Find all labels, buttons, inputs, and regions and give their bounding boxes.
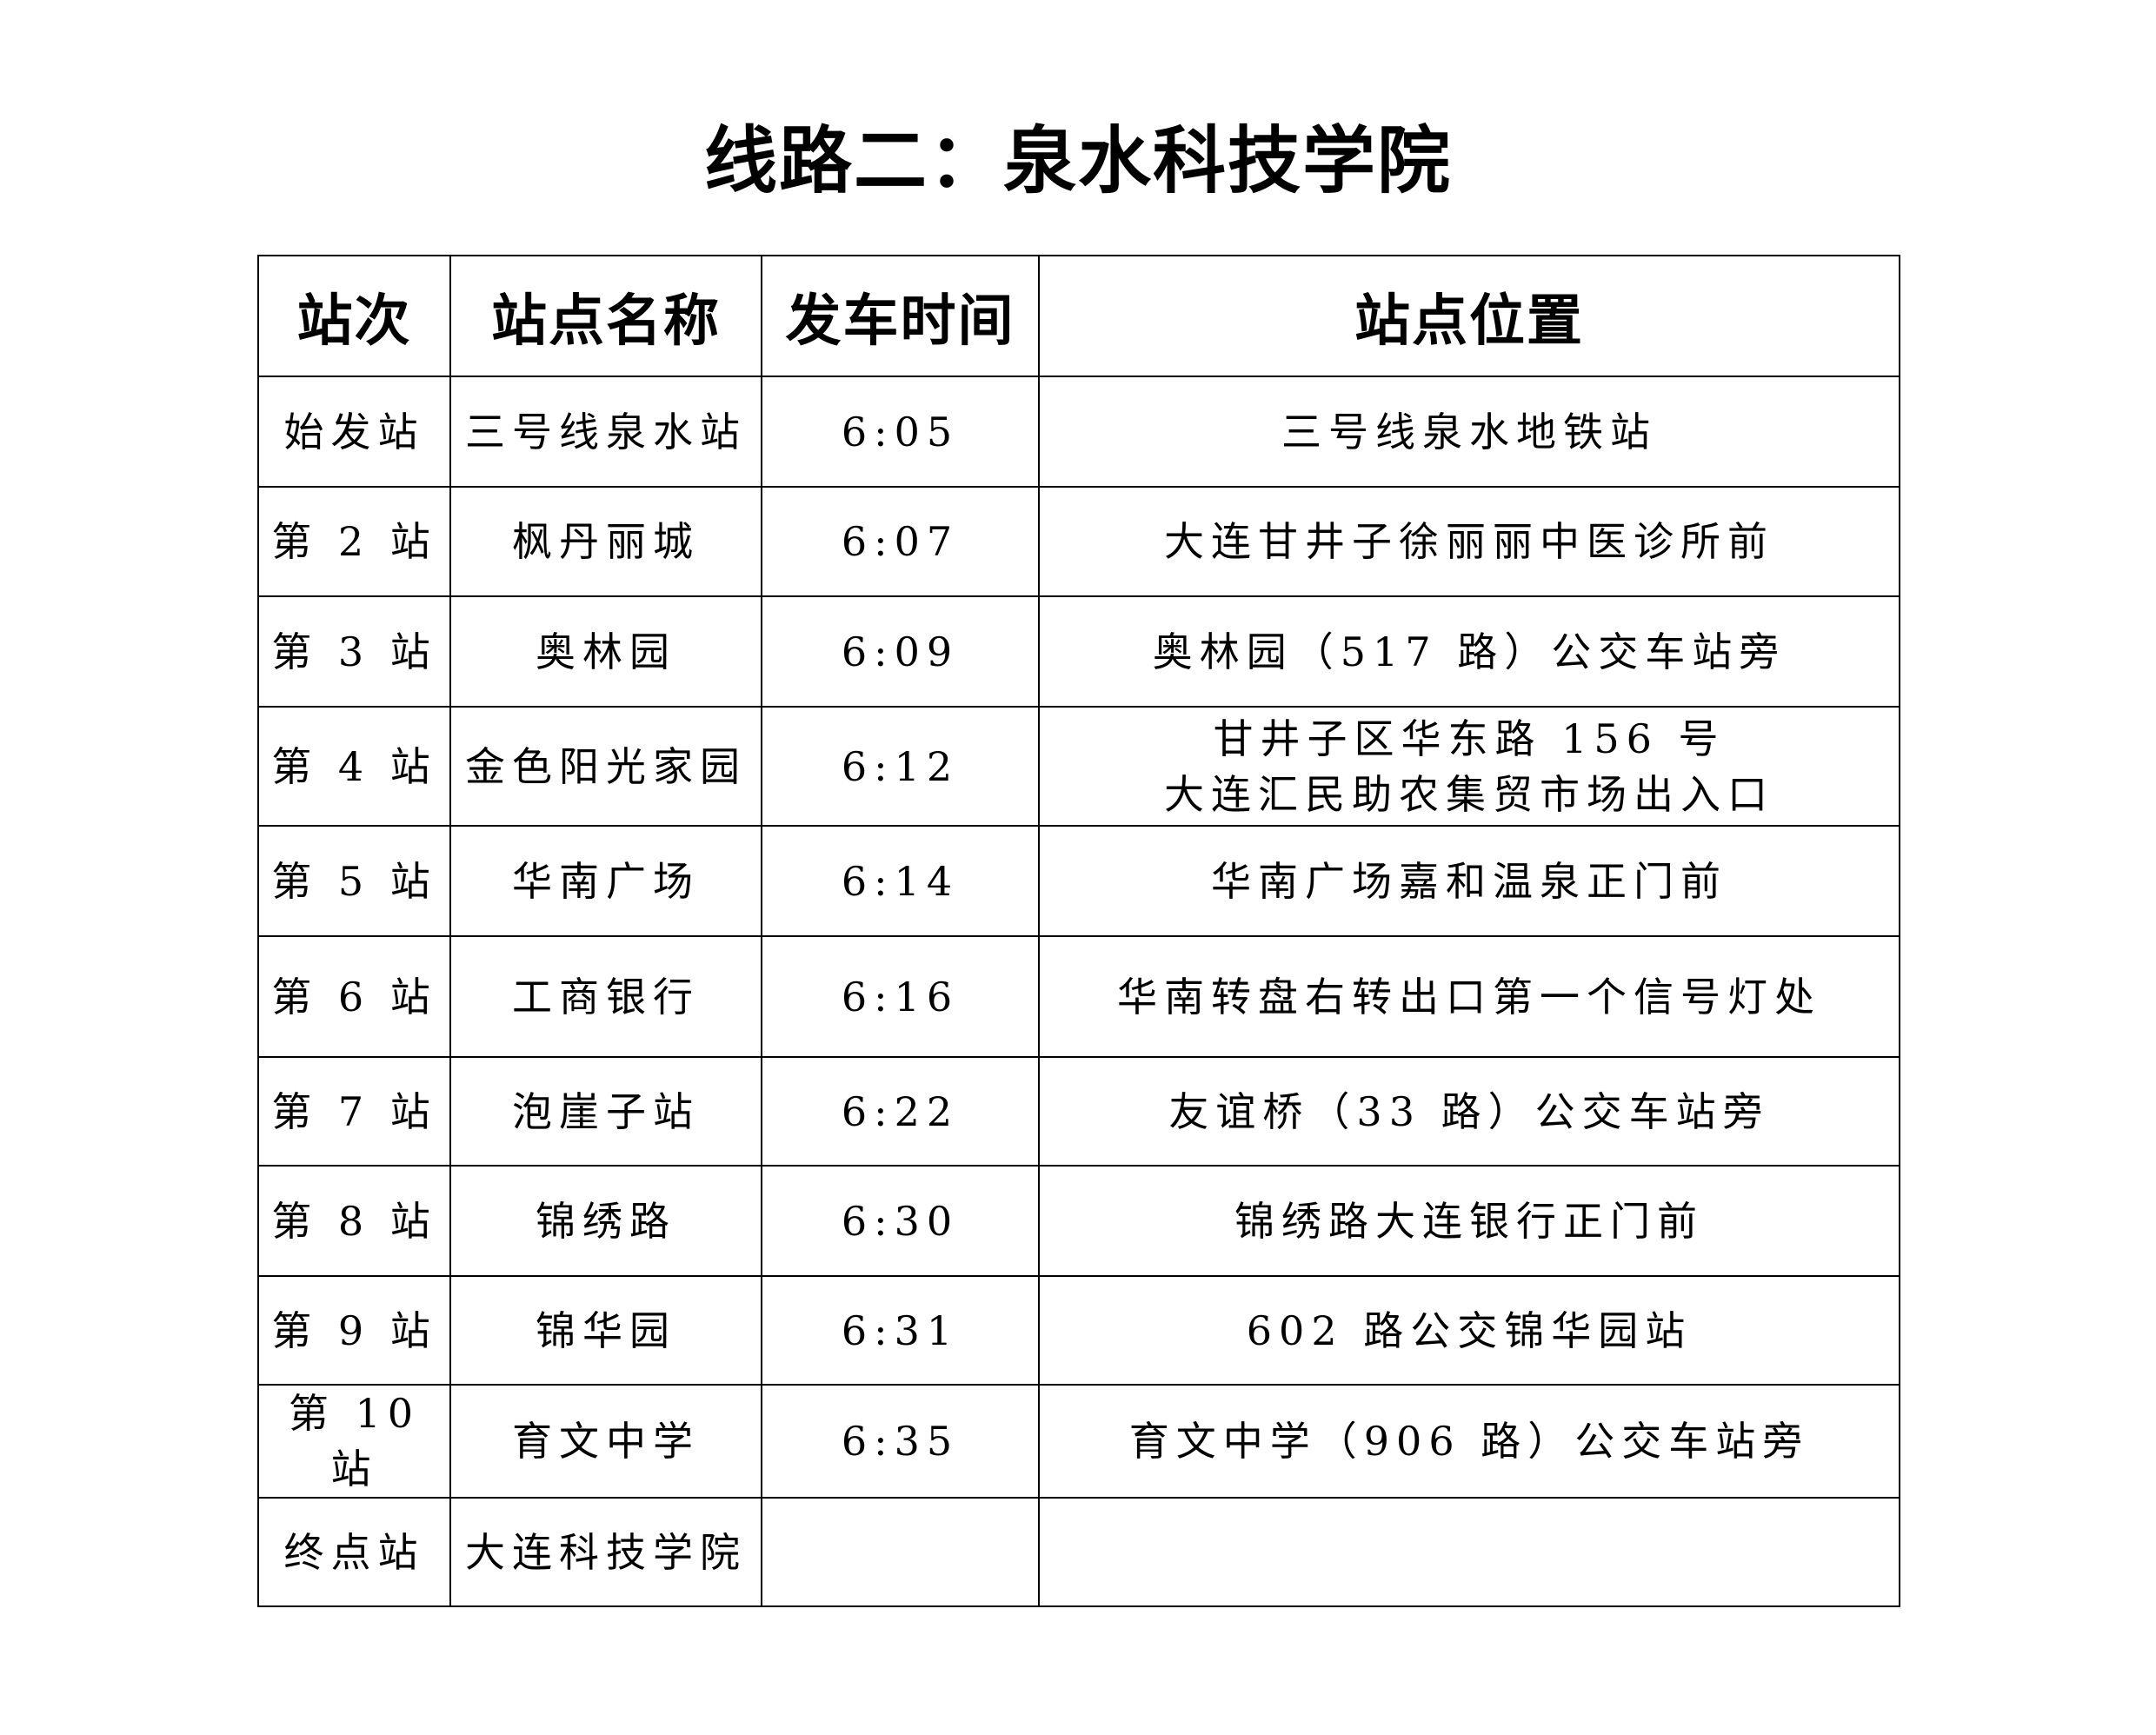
location-line: 大连甘井子徐丽丽中医诊所前 [1164,518,1774,565]
cell-location: 锦绣路大连银行正门前 [1038,1165,1900,1277]
cell-time: 6:35 [761,1384,1040,1499]
cell-time: 6:30 [761,1165,1040,1277]
table-row: 始发站 三号线泉水站 6:05 三号线泉水地铁站 [257,376,1900,488]
header-name: 站点名称 [449,255,762,377]
location-line: 大连汇民助农集贸市场出入口 [1164,770,1774,818]
cell-time: 6:31 [761,1275,1040,1386]
cell-name: 三号线泉水站 [449,376,762,488]
cell-time: 6:16 [761,935,1040,1058]
cell-name: 金色阳光家园 [449,706,762,827]
cell-location: 602 路公交锦华园站 [1038,1275,1900,1386]
cell-stop: 第 5 站 [257,825,451,937]
cell-stop: 终点站 [257,1497,451,1607]
header-time: 发车时间 [761,255,1040,377]
cell-location: 育文中学（906 路）公交车站旁 [1038,1384,1900,1499]
cell-stop: 始发站 [257,376,451,488]
location-line: 奥林园（517 路）公交车站旁 [1152,628,1787,675]
cell-location: 大连甘井子徐丽丽中医诊所前 [1038,486,1900,597]
page-title: 线路二：泉水科技学院 [703,117,1452,203]
cell-location [1038,1497,1900,1607]
cell-location: 奥林园（517 路）公交车站旁 [1038,595,1900,708]
table-row: 第 10 站育文中学 6:35 育文中学（906 路）公交车站旁 [257,1384,1900,1499]
cell-time: 6:14 [761,825,1040,937]
table-row: 第 3 站奥林园 6:09 奥林园（517 路）公交车站旁 [257,595,1900,708]
cell-time: 6:22 [761,1056,1040,1167]
table-row: 终点站 大连科技学院 [257,1497,1900,1607]
cell-stop: 第 9 站 [257,1275,451,1386]
table-row: 第 9 站锦华园 6:31 602 路公交锦华园站 [257,1275,1900,1386]
header-location: 站点位置 [1038,255,1900,377]
location-line: 友谊桥（33 路）公交车站旁 [1168,1087,1770,1135]
table-row: 第 5 站华南广场 6:14 华南广场嘉和温泉正门前 [257,825,1900,937]
cell-name: 泡崖子站 [449,1056,762,1167]
cell-location: 友谊桥（33 路）公交车站旁 [1038,1056,1900,1167]
cell-name: 枫丹丽城 [449,486,762,597]
table-header-row: 站次 站点名称 发车时间 站点位置 [257,255,1900,377]
cell-name: 育文中学 [449,1384,762,1499]
header-stop: 站次 [257,255,451,377]
cell-stop: 第 2 站 [257,486,451,597]
table-row: 第 7 站泡崖子站 6:22 友谊桥（33 路）公交车站旁 [257,1056,1900,1167]
cell-stop: 第 10 站 [257,1384,451,1499]
schedule-table: 站次 站点名称 发车时间 站点位置 始发站 三号线泉水站 6:05 三号线泉水地铁站第… [257,255,1900,1607]
cell-name: 奥林园 [449,595,762,708]
table-row: 第 4 站金色阳光家园 6:12 甘井子区华东路 156 号大连汇民助农集贸市场出入… [257,706,1900,827]
cell-time: 6:07 [761,486,1040,597]
location-line: 华南广场嘉和温泉正门前 [1211,857,1727,905]
cell-location: 三号线泉水地铁站 [1038,376,1900,488]
cell-location: 华南广场嘉和温泉正门前 [1038,825,1900,937]
cell-name: 工商银行 [449,935,762,1058]
cell-name: 锦华园 [449,1275,762,1386]
cell-name: 大连科技学院 [449,1497,762,1607]
table-row: 第 2 站枫丹丽城 6:07 大连甘井子徐丽丽中医诊所前 [257,486,1900,597]
table-row: 第 8 站锦绣路 6:30 锦绣路大连银行正门前 [257,1165,1900,1277]
table-row: 第 6 站工商银行 6:16 华南转盘右转出口第一个信号灯处 [257,935,1900,1058]
cell-name: 锦绣路 [449,1165,762,1277]
location-line: 育文中学（906 路）公交车站旁 [1128,1418,1810,1465]
cell-stop: 第 6 站 [257,935,451,1058]
cell-name: 华南广场 [449,825,762,937]
cell-time [761,1497,1040,1607]
cell-time: 6:05 [761,376,1040,488]
location-line: 三号线泉水地铁站 [1281,408,1657,455]
cell-time: 6:09 [761,595,1040,708]
location-line: 602 路公交锦华园站 [1246,1306,1693,1354]
cell-stop: 第 4 站 [257,706,451,827]
cell-stop: 第 8 站 [257,1165,451,1277]
cell-location: 华南转盘右转出口第一个信号灯处 [1038,935,1900,1058]
location-line: 锦绣路大连银行正门前 [1234,1197,1704,1245]
location-line: 华南转盘右转出口第一个信号灯处 [1117,973,1821,1020]
cell-time: 6:12 [761,706,1040,827]
cell-stop: 第 7 站 [257,1056,451,1167]
location-line: 甘井子区华东路 156 号 [1213,715,1726,762]
cell-location: 甘井子区华东路 156 号大连汇民助农集贸市场出入口 [1038,706,1900,827]
cell-stop: 第 3 站 [257,595,451,708]
